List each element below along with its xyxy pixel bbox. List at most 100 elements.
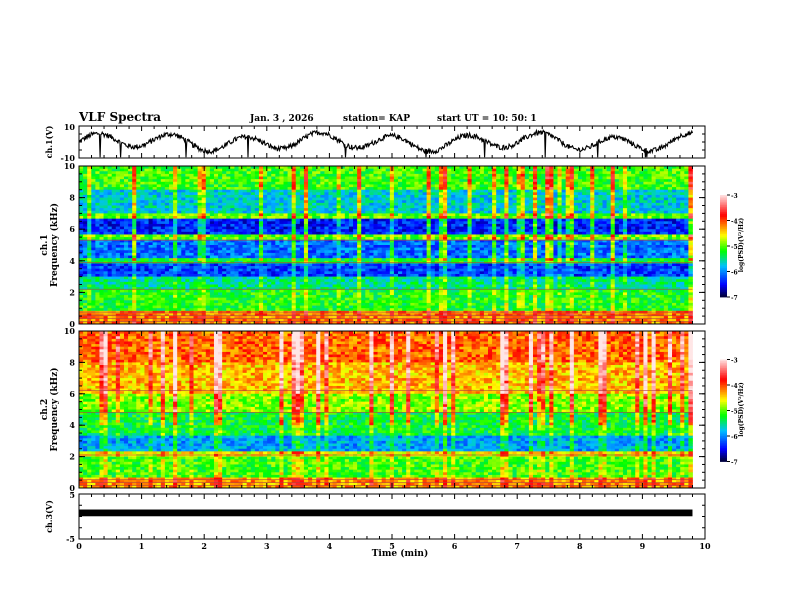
spectrogram-cell: [512, 247, 518, 251]
spectrogram-cell: [152, 234, 158, 238]
spectrogram-cell: [586, 192, 591, 196]
spectrogram-cell: [263, 173, 268, 177]
spectrogram-cell: [123, 213, 129, 217]
spectrogram-cell: [532, 197, 538, 201]
spectrogram-cell: [218, 223, 223, 227]
spectrogram-cell: [406, 231, 411, 235]
spectrogram-cell: [291, 179, 297, 183]
spectrogram-cell: [353, 229, 358, 233]
spectrogram-cell: [83, 218, 88, 222]
spectrogram-cell: [463, 192, 468, 196]
spectrogram-cell: [594, 234, 599, 238]
spectrogram-cell: [316, 234, 321, 238]
spectrogram-cell: [451, 234, 456, 238]
spectrogram-cell: [561, 202, 567, 206]
spectrogram-cell: [95, 202, 100, 206]
spectrogram-cell: [136, 171, 141, 175]
spectrogram-cell: [95, 223, 100, 227]
spectrogram-cell: [418, 173, 423, 177]
spectrogram-cell: [107, 210, 113, 214]
spectrogram-cell: [275, 234, 280, 238]
spectrogram-cell: [144, 200, 149, 204]
spectrogram-cell: [275, 187, 280, 191]
spectrogram-cell: [254, 205, 260, 209]
spectrogram-cell: [434, 231, 440, 235]
spectrogram-cell: [238, 189, 243, 193]
spectrogram-cell: [635, 173, 640, 177]
spectrogram-cell: [434, 173, 440, 177]
spectrogram-cell: [426, 171, 432, 175]
spectrogram-cell: [549, 171, 554, 175]
spectrogram-cell: [524, 239, 530, 243]
spectrogram-cell: [659, 168, 665, 172]
spectrogram-cell: [639, 192, 644, 196]
spectrogram-cell: [672, 179, 677, 183]
spectrogram-cell: [193, 223, 199, 227]
spectrogram-cell: [573, 242, 579, 246]
spectrogram-cell: [532, 171, 538, 175]
spectrogram-cell: [185, 231, 190, 235]
spectrogram-cell: [254, 229, 260, 233]
spectrogram-cell: [647, 171, 652, 175]
spectrogram-cell: [398, 205, 403, 209]
spectrogram-cell: [242, 168, 248, 172]
spectrogram-cell: [475, 192, 481, 196]
spectrogram-cell: [193, 218, 199, 222]
spectrogram-cell: [128, 184, 133, 188]
spectrogram-cell: [422, 218, 428, 222]
spectrogram-cell: [222, 192, 227, 196]
spectrogram-cell: [193, 210, 199, 214]
spectrogram-cell: [193, 202, 199, 206]
spectrogram-cell: [402, 247, 407, 251]
spectrogram-cell: [541, 189, 546, 193]
spectrogram-cell: [537, 184, 542, 188]
spectrogram-cell: [614, 189, 620, 193]
spectrogram-cell: [156, 171, 162, 175]
spectrogram-cell: [639, 168, 644, 172]
spectrogram-cell: [410, 173, 415, 177]
spectrogram-cell: [500, 221, 505, 225]
spectrogram-cell: [447, 192, 452, 196]
spectrogram-cell: [532, 173, 538, 177]
spectrogram-cell: [528, 189, 534, 193]
spectrogram-cell: [234, 231, 239, 235]
spectrogram-cell: [667, 181, 673, 185]
spectrogram-cell: [528, 213, 534, 217]
spectrogram-cell: [622, 229, 628, 233]
spectrogram-cell: [99, 229, 104, 233]
spectrogram-cell: [479, 231, 485, 235]
spectrogram-cell: [602, 226, 607, 230]
spectrogram-cell: [136, 189, 141, 193]
spectrogram-cell: [455, 166, 460, 170]
spectrogram-cell: [496, 245, 501, 249]
spectrogram-cell: [398, 245, 403, 249]
spectrogram-cell: [557, 226, 562, 230]
spectrogram-cell: [410, 192, 415, 196]
spectrogram-cell: [402, 245, 407, 249]
spectrogram-cell: [267, 192, 272, 196]
spectrogram-cell: [393, 237, 399, 241]
spectrogram-cell: [537, 168, 542, 172]
spectrogram-cell: [528, 247, 534, 251]
spectrogram-cell: [557, 210, 562, 214]
spectrogram-cell: [537, 239, 542, 243]
spectrogram-cell: [672, 171, 677, 175]
spectrogram-cell: [520, 210, 526, 214]
spectrogram-cell: [230, 181, 235, 185]
spectrogram-cell: [471, 171, 477, 175]
spectrogram-cell: [582, 221, 587, 225]
spectrogram-cell: [602, 234, 607, 238]
spectrogram-cell: [144, 245, 149, 249]
spectrogram-cell: [385, 231, 391, 235]
spectrogram-cell: [148, 197, 154, 201]
spectrogram-cell: [512, 231, 518, 235]
spectrogram-cell: [614, 173, 620, 177]
spectrogram-cell: [398, 192, 403, 196]
spectrogram-cell: [647, 166, 652, 170]
spectrogram-cell: [385, 242, 391, 246]
spectrogram-cell: [160, 237, 166, 241]
spectrogram-cell: [602, 245, 607, 249]
spectrogram-cell: [218, 245, 223, 249]
spectrogram-cell: [475, 213, 481, 217]
spectrogram-cell: [565, 192, 571, 196]
